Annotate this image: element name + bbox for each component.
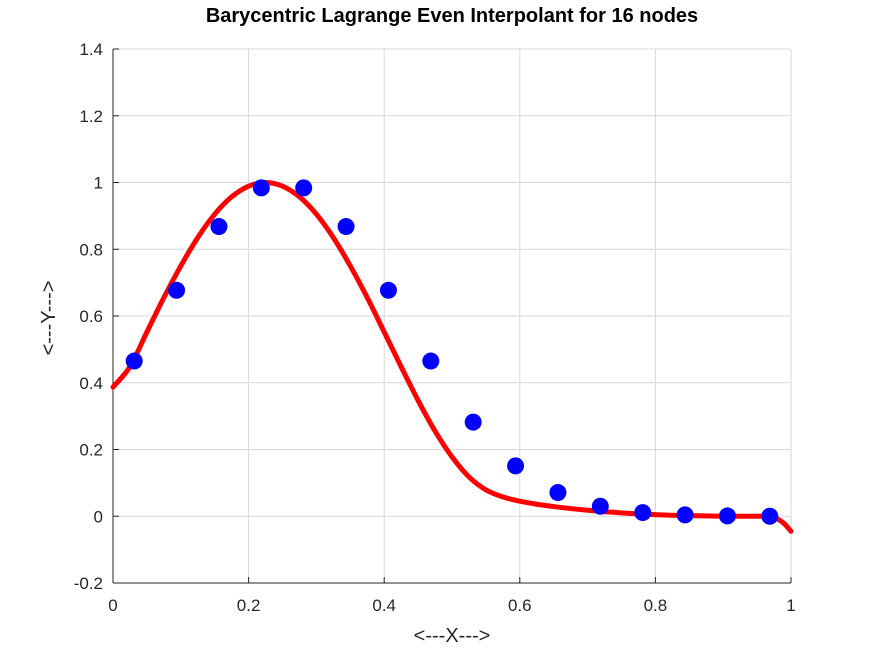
node-point (337, 218, 355, 236)
node-point (761, 507, 779, 525)
x-tick-label: 0.2 (237, 596, 261, 615)
y-tick-label: 1.2 (79, 107, 103, 126)
chart-title: Barycentric Lagrange Even Interpolant fo… (206, 5, 698, 27)
node-point (634, 504, 652, 522)
node-point (718, 507, 736, 525)
interpolant-line-series (110, 180, 794, 534)
node-points (125, 179, 779, 525)
node-point (422, 352, 440, 370)
y-tick-label: 0.2 (79, 441, 103, 460)
node-point (549, 484, 567, 502)
node-point (464, 413, 482, 431)
y-tick-label: 1.4 (79, 40, 103, 59)
node-point (379, 281, 397, 299)
x-tick-label: 1 (786, 596, 795, 615)
node-point (125, 352, 143, 370)
y-tick-label: 0 (94, 507, 103, 526)
node-point (252, 179, 270, 197)
interpolant-line (110, 180, 794, 534)
grid (112, 48, 792, 584)
node-point (295, 179, 313, 197)
node-point (591, 497, 609, 515)
y-tick-label: 0.6 (79, 307, 103, 326)
node-point (676, 506, 694, 524)
y-tick-label: -0.2 (74, 574, 103, 593)
node-point (507, 457, 525, 475)
y-axis-label: <---Y---> (38, 281, 60, 356)
x-tick-label: 0.8 (644, 596, 668, 615)
x-tick-label: 0.4 (372, 596, 396, 615)
tick-labels: 0 0.2 0.4 0.6 0.8 1 -0.2 0 0.2 0.4 0.6 0.8 1 1.2 1.4 (74, 40, 796, 615)
x-tick-label: 0 (108, 596, 117, 615)
y-tick-label: 0.4 (79, 374, 103, 393)
x-axis-label: <---X---> (414, 625, 491, 647)
x-tick-label: 0.6 (508, 596, 532, 615)
node-point (168, 281, 186, 299)
y-tick-label: 1 (94, 174, 103, 193)
y-tick-label: 0.8 (79, 240, 103, 259)
node-point (210, 218, 228, 236)
